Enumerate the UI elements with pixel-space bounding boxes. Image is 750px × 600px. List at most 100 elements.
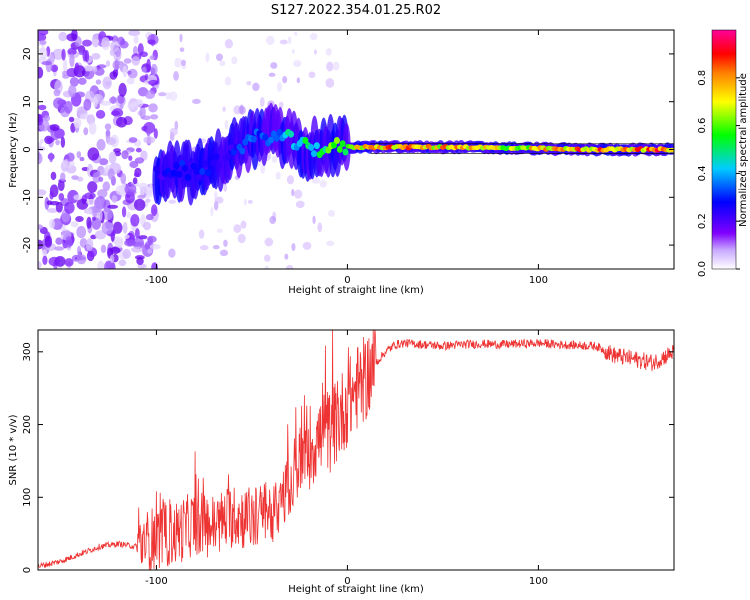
heatmap-cell: [93, 198, 103, 213]
heatmap-cell: [223, 239, 228, 248]
heatmap-cell: [213, 191, 218, 199]
heatmap-cell: [53, 97, 65, 110]
heatmap-cell: [153, 165, 160, 173]
heatmap-cell: [223, 183, 228, 192]
heatmap-cell: [296, 77, 300, 84]
heatmap-cell: [309, 32, 318, 41]
heatmap-cell: [108, 151, 117, 164]
heatmap-cell: [325, 48, 332, 56]
heatmap-cell: [134, 255, 145, 260]
heatmap-cell: [52, 48, 65, 60]
heatmap-cell: [225, 153, 232, 161]
y-tick-label: -20: [22, 237, 33, 253]
heatmap-cell: [326, 61, 334, 72]
y-tick-label: 200: [22, 415, 33, 434]
heatmap-cell: [64, 201, 75, 214]
heatmap-cell: [332, 61, 340, 71]
heatmap-cell: [157, 92, 167, 97]
heatmap-cell: [42, 249, 48, 258]
heatmap-cell: [123, 58, 132, 64]
heatmap-cell: [133, 100, 144, 108]
heatmap-cell: [204, 169, 211, 177]
heatmap-cell: [62, 70, 68, 77]
heatmap-cell: [246, 81, 252, 86]
heatmap-signal-track: [152, 102, 674, 206]
heatmap-cell: [143, 221, 152, 231]
heatmap-cell: [202, 160, 209, 168]
heatmap-cell: [76, 151, 82, 159]
heatmap-cell: [73, 194, 82, 201]
snr-y-label: SNR (10 * v/v): [8, 414, 19, 485]
heatmap-cell: [288, 130, 295, 138]
heatmap-cell: [193, 167, 200, 175]
spectrogram-x-label: Height of straight line (km): [288, 285, 424, 296]
colorbar-ticks: 0.0 0.2 0.4 0.6 0.8: [697, 70, 740, 277]
heatmap-cell: [44, 235, 53, 248]
heatmap-cell: [145, 214, 154, 221]
heatmap-cell: [339, 140, 346, 148]
heatmap-cell: [98, 176, 104, 182]
heatmap-cell: [148, 103, 158, 113]
heatmap-cell: [81, 39, 93, 47]
heatmap-cell: [96, 139, 106, 151]
x-tick-label: 100: [529, 275, 548, 286]
heatmap-cell: [91, 52, 101, 60]
heatmap-cell: [169, 91, 178, 101]
heatmap-cell: [68, 116, 75, 123]
heatmap-cell: [180, 59, 186, 66]
heatmap-cell: [199, 245, 209, 251]
heatmap-cell: [108, 96, 118, 104]
heatmap-cell: [265, 35, 275, 45]
y-tick-label: 10: [22, 95, 33, 108]
heatmap-cell: [260, 164, 266, 174]
heatmap-cell: [213, 153, 220, 161]
x-tick-label: 0: [344, 275, 350, 286]
heatmap-cell: [55, 201, 63, 213]
heatmap-cell: [116, 116, 128, 128]
heatmap-cell: [250, 135, 257, 143]
heatmap-cell: [105, 137, 117, 146]
heatmap-cell: [291, 243, 296, 252]
heatmap-cell: [276, 82, 283, 92]
heatmap-cell: [240, 220, 247, 229]
heatmap-cell: [124, 183, 137, 195]
heatmap-cell: [310, 150, 317, 158]
heatmap-cell: [210, 206, 214, 217]
heatmap-cell: [76, 254, 87, 265]
heatmap-cell: [131, 246, 143, 253]
heatmap-cell: [58, 193, 65, 201]
heatmap-cell: [137, 43, 144, 56]
heatmap-cell: [219, 60, 226, 67]
heatmap-cell: [123, 234, 130, 239]
heatmap-cell: [111, 195, 118, 204]
heatmap-cell: [48, 256, 60, 267]
heatmap-cell: [121, 206, 127, 218]
heatmap-cell: [69, 77, 79, 87]
heatmap-cell: [184, 173, 191, 181]
heatmap-cell: [210, 159, 217, 167]
heatmap-cell: [325, 78, 335, 88]
heatmap-cell: [176, 170, 183, 178]
heatmap-cell: [130, 214, 140, 227]
heatmap-cell: [138, 235, 148, 240]
heatmap-cell: [224, 76, 232, 86]
heatmap-cell: [41, 61, 52, 66]
heatmap-cell: [111, 35, 119, 43]
heatmap-cell: [149, 243, 161, 250]
heatmap-cell: [102, 181, 111, 192]
heatmap-cell: [127, 102, 136, 110]
heatmap-cell: [326, 240, 335, 247]
heatmap-cell: [275, 171, 281, 180]
heatmap-cell: [199, 168, 206, 176]
heatmap-cell: [100, 244, 107, 254]
heatmap-cell: [276, 128, 283, 136]
heatmap-cell: [128, 155, 133, 161]
heatmap-cell: [268, 72, 276, 77]
heatmap-cell: [119, 40, 129, 49]
heatmap-cell: [127, 70, 132, 75]
heatmap-cell: [118, 82, 127, 97]
heatmap-cell: [85, 208, 93, 214]
heatmap-cell: [91, 216, 96, 221]
heatmap-cell: [87, 147, 100, 161]
